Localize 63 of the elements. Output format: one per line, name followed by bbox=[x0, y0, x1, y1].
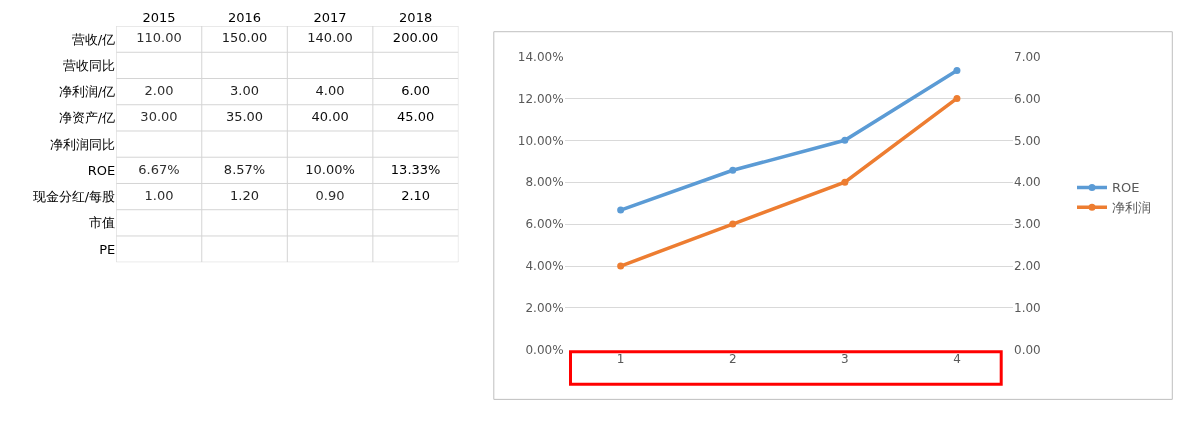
y2-tick-label: 5.00 bbox=[1014, 133, 1041, 148]
x-tick-label: 2015 bbox=[142, 10, 176, 26]
y-tick-label: 14.00% bbox=[517, 49, 564, 64]
data-label: 13.33% bbox=[390, 161, 441, 177]
y-tick-label: 10.00% bbox=[517, 133, 564, 148]
data-label: 150.00 bbox=[221, 30, 268, 46]
y-tick-label: 6.00% bbox=[525, 217, 564, 232]
data-label: 6.00 bbox=[401, 82, 431, 98]
point bbox=[953, 94, 961, 102]
y-tick-label: 2.00% bbox=[525, 301, 564, 316]
y-tick-label: 8.00% bbox=[525, 175, 564, 190]
data-label: 4.00 bbox=[315, 82, 345, 98]
data-label: 6.67% bbox=[138, 161, 180, 177]
y-tick-label: 营收同比 bbox=[63, 57, 116, 73]
legend-label: ROE bbox=[1112, 180, 1140, 196]
y-tick-label: ROE bbox=[87, 162, 116, 178]
x-tick-label: 2016 bbox=[227, 10, 262, 26]
x-tick-label: 2018 bbox=[399, 10, 433, 26]
x-tick-label: 2017 bbox=[313, 10, 347, 26]
point bbox=[953, 67, 961, 75]
point bbox=[729, 220, 737, 228]
y-tick-label: 12.00% bbox=[517, 91, 564, 106]
y2-tick-label: 6.00 bbox=[1014, 91, 1041, 106]
data-label: 8.57% bbox=[223, 161, 266, 177]
y-tick-label: 4.00% bbox=[525, 259, 564, 274]
y-tick-label: 0.00% bbox=[525, 343, 564, 358]
x-tick-label: 1 bbox=[616, 351, 625, 366]
data-label: 140.00 bbox=[307, 30, 353, 46]
y-tick-label: 市值 bbox=[89, 215, 116, 231]
y-tick-label: 净资产/亿 bbox=[58, 110, 116, 126]
y2-tick-label: 3.00 bbox=[1014, 217, 1041, 232]
point bbox=[729, 166, 737, 174]
data-label: 1.00 bbox=[144, 187, 174, 203]
x-tick-label: 4 bbox=[953, 351, 961, 366]
y2-tick-label: 7.00 bbox=[1014, 49, 1041, 64]
x-tick-label: 3 bbox=[841, 351, 849, 366]
data-label: 2.00 bbox=[144, 82, 174, 98]
data-label: 40.00 bbox=[311, 109, 349, 125]
data-label: 35.00 bbox=[225, 109, 264, 125]
y2-tick-label: 0.00 bbox=[1014, 343, 1041, 358]
data-label: 3.00 bbox=[230, 82, 260, 98]
point bbox=[841, 136, 849, 144]
data-label: 110.00 bbox=[136, 30, 182, 46]
data-label: 45.00 bbox=[397, 109, 435, 125]
y-tick-label: 净利润/亿 bbox=[58, 84, 116, 100]
data-label: 200.00 bbox=[392, 30, 439, 46]
point bbox=[617, 206, 625, 214]
y-tick-label: 营收/亿 bbox=[71, 31, 116, 47]
y-tick-label: 净利润同比 bbox=[50, 136, 116, 152]
data-label: 2.10 bbox=[401, 187, 431, 203]
data-label: 10.00% bbox=[305, 161, 355, 177]
y-tick-label: 现金分红/每股 bbox=[32, 189, 116, 205]
point bbox=[841, 178, 849, 186]
y2-tick-label: 2.00 bbox=[1014, 259, 1041, 274]
point bbox=[617, 262, 625, 270]
y-tick-label: PE bbox=[99, 241, 116, 257]
y2-tick-label: 4.00 bbox=[1014, 175, 1041, 190]
y2-tick-label: 1.00 bbox=[1014, 301, 1041, 316]
data-label: 30.00 bbox=[140, 109, 178, 125]
x-tick-label: 2 bbox=[728, 351, 737, 366]
data-label: 0.90 bbox=[315, 187, 345, 203]
legend-label: 净利润 bbox=[1112, 200, 1151, 216]
data-label: 1.20 bbox=[230, 187, 260, 203]
